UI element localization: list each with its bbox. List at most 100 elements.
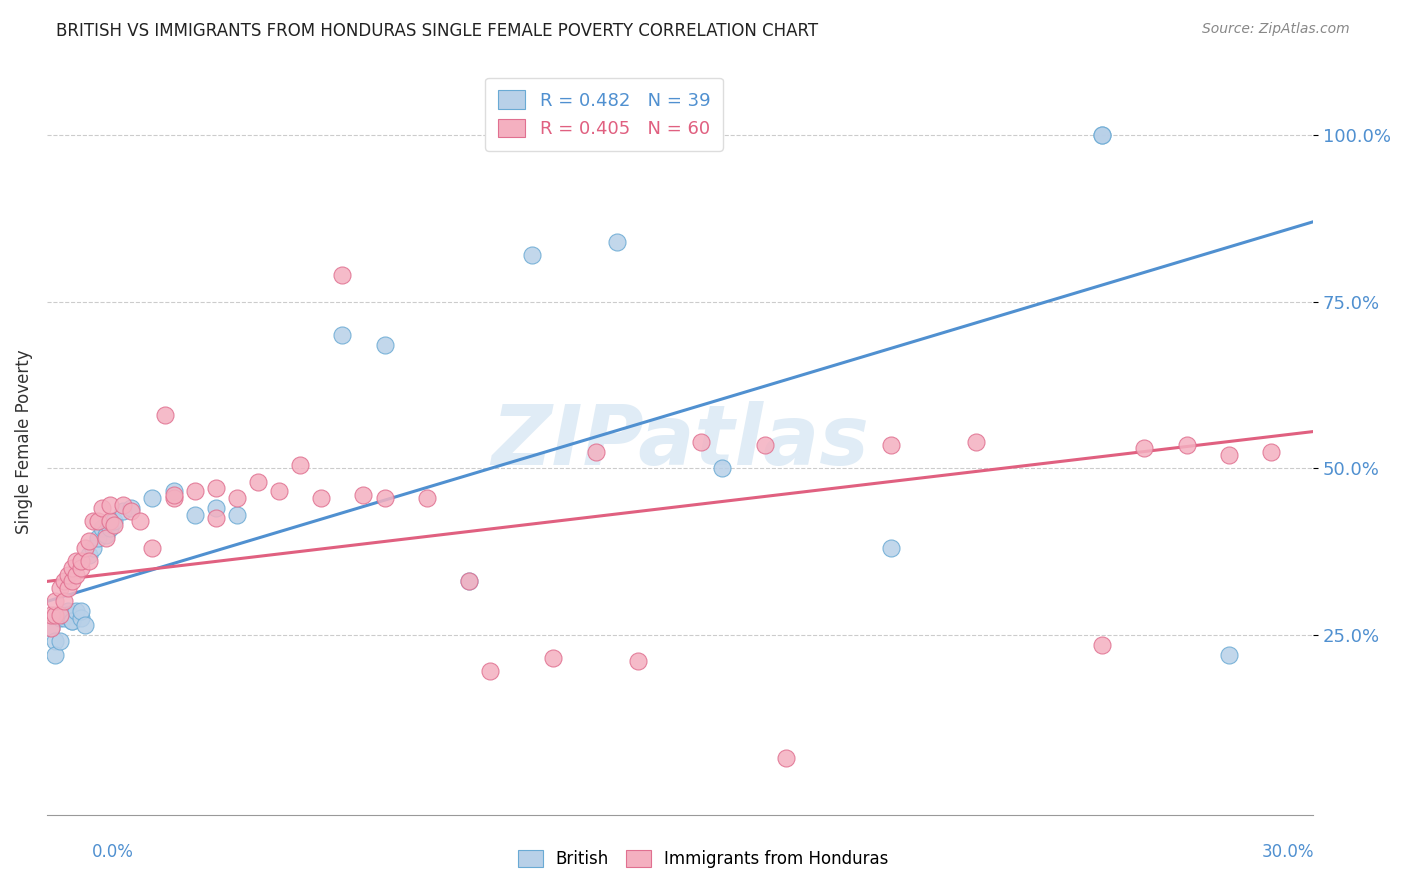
Point	[60, 615, 83, 629]
Point	[77, 554, 100, 568]
Point	[754, 438, 776, 452]
Point	[103, 515, 125, 529]
Point	[77, 534, 100, 549]
Point	[60, 574, 83, 589]
Point	[204, 511, 226, 525]
Point	[522, 248, 544, 262]
Point	[73, 617, 96, 632]
Point	[111, 504, 134, 518]
Point	[332, 268, 354, 282]
Point	[82, 541, 104, 555]
Point	[162, 484, 184, 499]
Point	[225, 508, 247, 522]
Point	[141, 491, 163, 505]
Text: ZIPatlas: ZIPatlas	[491, 401, 869, 482]
Point	[267, 484, 290, 499]
Point	[111, 498, 134, 512]
Point	[90, 501, 112, 516]
Point	[44, 594, 66, 608]
Point	[86, 515, 108, 529]
Point	[1091, 638, 1114, 652]
Point	[48, 611, 70, 625]
Point	[90, 521, 112, 535]
Point	[374, 491, 396, 505]
Point	[65, 604, 87, 618]
Point	[585, 444, 607, 458]
Legend: British, Immigrants from Honduras: British, Immigrants from Honduras	[510, 843, 896, 875]
Point	[416, 491, 439, 505]
Point	[69, 554, 91, 568]
Point	[56, 607, 79, 622]
Point	[183, 508, 205, 522]
Point	[60, 615, 83, 629]
Point	[77, 548, 100, 562]
Point	[48, 634, 70, 648]
Point	[246, 475, 269, 489]
Point	[690, 434, 713, 449]
Point	[1175, 438, 1198, 452]
Point	[120, 504, 142, 518]
Point	[94, 531, 117, 545]
Point	[44, 634, 66, 648]
Point	[479, 665, 502, 679]
Point	[374, 338, 396, 352]
Point	[606, 235, 628, 249]
Point	[775, 751, 797, 765]
Point	[52, 594, 75, 608]
Point	[627, 654, 650, 668]
Point	[1260, 444, 1282, 458]
Legend: R = 0.482   N = 39, R = 0.405   N = 60: R = 0.482 N = 39, R = 0.405 N = 60	[485, 78, 723, 151]
Point	[60, 561, 83, 575]
Point	[48, 581, 70, 595]
Text: 30.0%: 30.0%	[1263, 843, 1315, 861]
Point	[965, 434, 987, 449]
Point	[44, 648, 66, 662]
Text: Source: ZipAtlas.com: Source: ZipAtlas.com	[1202, 22, 1350, 37]
Point	[69, 611, 91, 625]
Point	[353, 488, 375, 502]
Point	[1218, 448, 1240, 462]
Point	[82, 515, 104, 529]
Point	[56, 581, 79, 595]
Point	[73, 541, 96, 555]
Point	[1091, 128, 1114, 142]
Point	[543, 651, 565, 665]
Point	[204, 481, 226, 495]
Point	[711, 461, 734, 475]
Point	[225, 491, 247, 505]
Point	[98, 498, 121, 512]
Point	[141, 541, 163, 555]
Point	[183, 484, 205, 499]
Point	[56, 604, 79, 618]
Point	[103, 517, 125, 532]
Point	[52, 611, 75, 625]
Point	[48, 607, 70, 622]
Point	[204, 501, 226, 516]
Point	[120, 501, 142, 516]
Point	[332, 328, 354, 343]
Point	[880, 438, 903, 452]
Point	[65, 567, 87, 582]
Point	[1091, 128, 1114, 142]
Point	[52, 607, 75, 622]
Point	[458, 574, 481, 589]
Point	[98, 521, 121, 535]
Point	[311, 491, 333, 505]
Text: 0.0%: 0.0%	[91, 843, 134, 861]
Point	[458, 574, 481, 589]
Y-axis label: Single Female Poverty: Single Female Poverty	[15, 350, 32, 533]
Point	[39, 607, 62, 622]
Point	[56, 567, 79, 582]
Point	[65, 554, 87, 568]
Point	[69, 561, 91, 575]
Point	[86, 531, 108, 545]
Point	[39, 621, 62, 635]
Point	[288, 458, 311, 472]
Point	[162, 491, 184, 505]
Point	[880, 541, 903, 555]
Point	[98, 515, 121, 529]
Point	[69, 604, 91, 618]
Point	[1133, 441, 1156, 455]
Point	[153, 408, 176, 422]
Point	[52, 574, 75, 589]
